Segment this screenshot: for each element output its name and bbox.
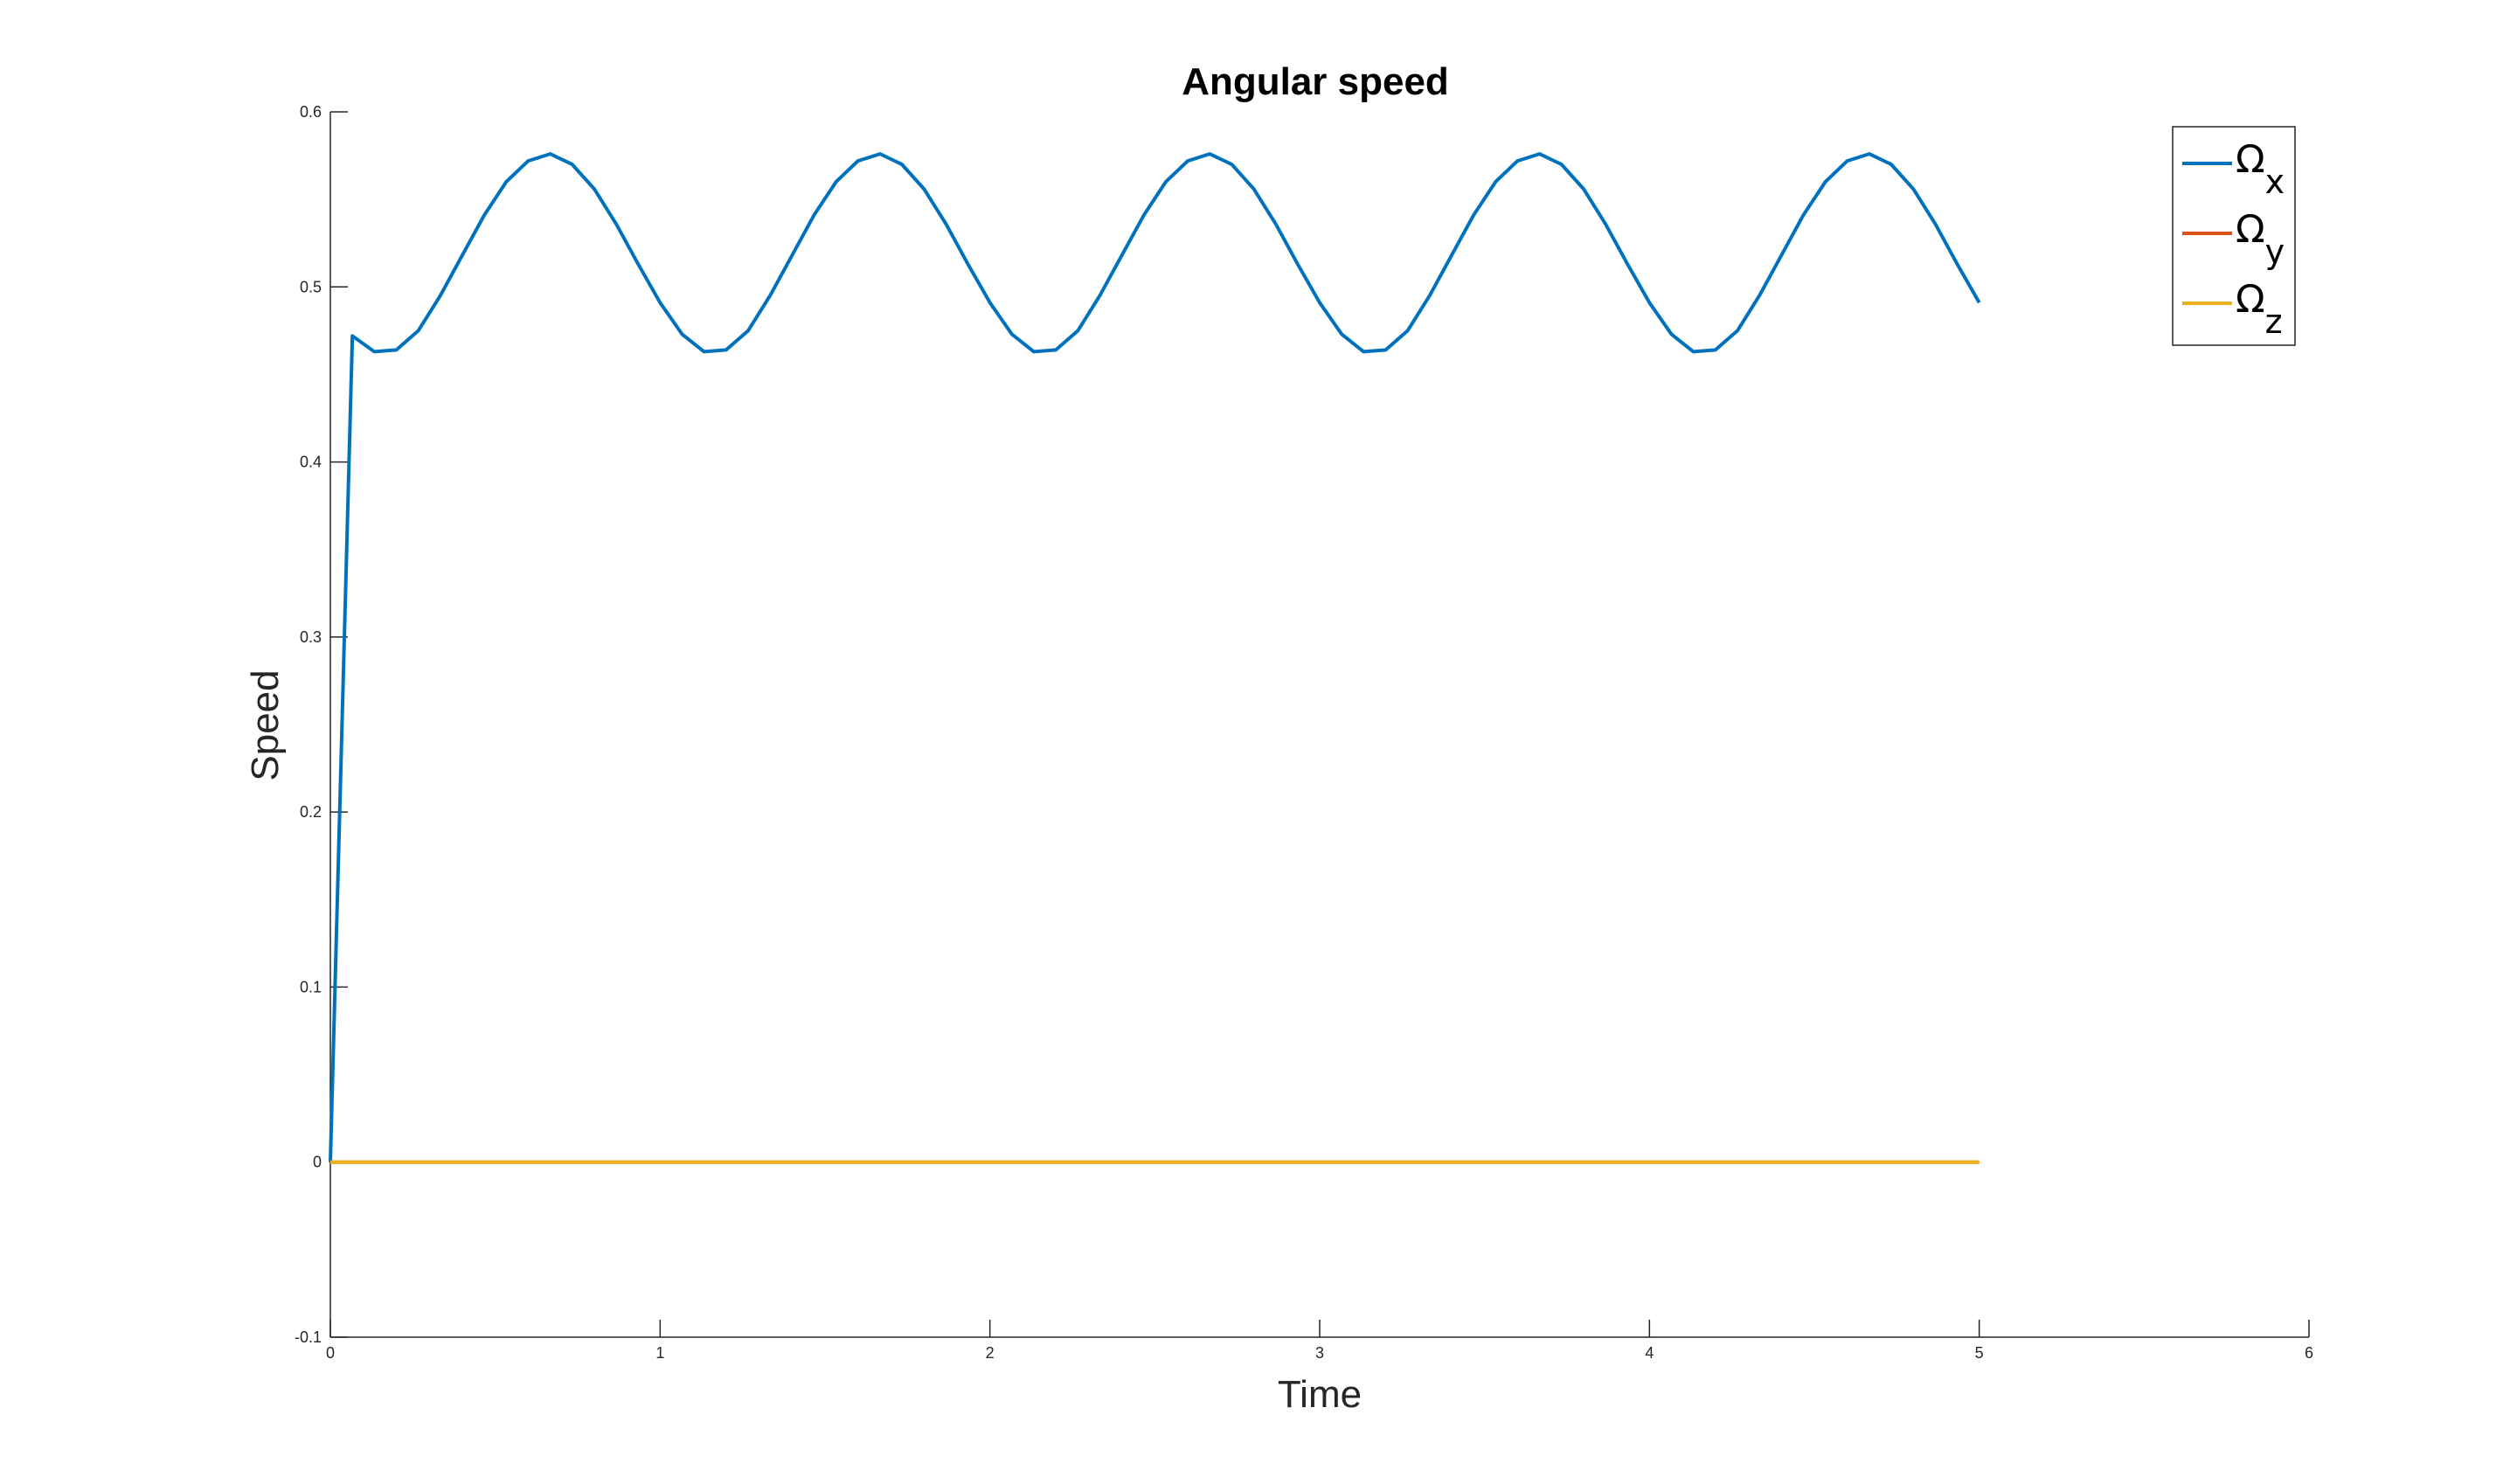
legend-symbol: Ω: [2236, 137, 2265, 182]
series-line-omega-x: [329, 152, 1981, 1162]
x-tick-label: 1: [655, 1344, 664, 1362]
legend-subscript: z: [2265, 302, 2283, 341]
legend-entry-omega-y: Ωy: [2236, 207, 2285, 271]
x-tick-label: 2: [986, 1344, 995, 1362]
legend-subscript: x: [2265, 163, 2285, 201]
x-tick-label: 4: [1645, 1344, 1654, 1362]
series-lines: [329, 152, 1981, 1164]
y-tick-label: -0.1: [295, 1328, 322, 1346]
legend-subscript: y: [2265, 232, 2285, 271]
chart-title: Angular speed: [1182, 60, 1449, 103]
y-tick-label: 0.1: [300, 978, 322, 995]
legend-entry-omega-z: Ωz: [2236, 277, 2283, 341]
y-tick-label: 0: [313, 1154, 322, 1171]
y-tick-label: 0.5: [300, 278, 322, 295]
x-tick-label: 5: [1975, 1344, 1984, 1362]
x-axis-label: Time: [1278, 1373, 1362, 1416]
x-tick-label: 3: [1315, 1344, 1324, 1362]
x-tick-label: 0: [326, 1344, 335, 1362]
y-tick-label: 0.2: [300, 803, 322, 821]
x-tick-label: 6: [2305, 1344, 2313, 1362]
legend-symbol: Ω: [2236, 207, 2265, 252]
y-axis-label: Speed: [244, 669, 287, 780]
ticks: 0 1 2 3 4 5 6-0.100.10.20.30.40.50.6: [295, 103, 2313, 1362]
y-tick-label: 0.6: [300, 103, 322, 121]
y-tick-label: 0.4: [300, 454, 322, 471]
legend-symbol: Ω: [2236, 277, 2265, 322]
y-tick-label: 0.3: [300, 628, 322, 646]
legend-entry-omega-x: Ωx: [2236, 137, 2285, 201]
